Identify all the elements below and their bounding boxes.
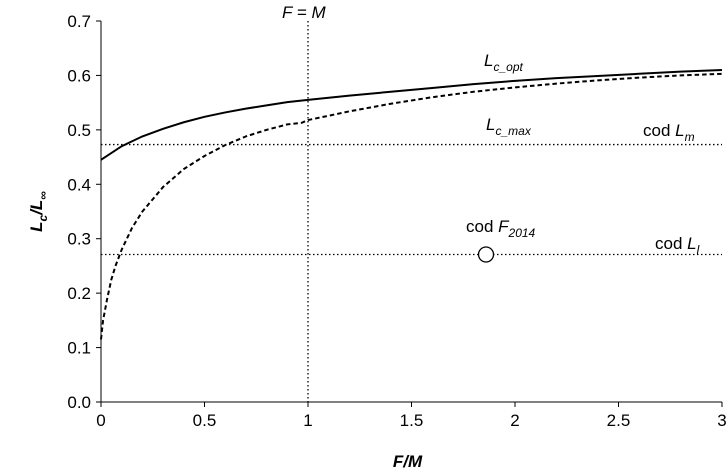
series-label-lc-max: Lc_max bbox=[486, 115, 532, 138]
y-tick-label: 0.7 bbox=[67, 12, 91, 31]
x-tick-label: 1.5 bbox=[400, 411, 424, 430]
x-tick-label: 2 bbox=[510, 411, 519, 430]
ref-label-f-equals-m: F = M bbox=[282, 3, 326, 22]
reference-lines bbox=[101, 21, 722, 402]
labels: Lc_opt Lc_max cod Lm cod Ll F = M cod F2014 bbox=[282, 3, 700, 257]
x-tick-label: 1 bbox=[303, 411, 312, 430]
x-tick-label: 0 bbox=[96, 411, 105, 430]
x-tick-label: 0.5 bbox=[193, 411, 217, 430]
series-line-c-max bbox=[100, 72, 723, 340]
series-line-c-opt bbox=[100, 68, 723, 161]
y-tick-label: 0.4 bbox=[67, 175, 91, 194]
ref-label-cod-lm: cod Lm bbox=[643, 121, 695, 144]
series-lines bbox=[100, 68, 723, 340]
y-axis-title: Lc/L∞ bbox=[27, 191, 50, 232]
x-tick-label: 2.5 bbox=[607, 411, 631, 430]
y-tick-label: 0.6 bbox=[67, 66, 91, 85]
x-tick-label: 3 bbox=[717, 411, 726, 430]
y-tick-label: 0.3 bbox=[67, 230, 91, 249]
y-tick-label: 0.1 bbox=[67, 339, 91, 358]
series-label-lc-opt: Lc_opt bbox=[484, 51, 523, 74]
y-tick-label: 0.5 bbox=[67, 121, 91, 140]
y-tick-label: 0.2 bbox=[67, 284, 91, 303]
axes: 0.0 0.1 0.2 0.3 0.4 0.5 0.6 0.7 0 0.5 1 1.5 2 2.5 3 F/M… bbox=[27, 12, 726, 471]
y-tick-label: 0.0 bbox=[67, 393, 91, 412]
x-axis-title: F/M bbox=[393, 452, 423, 471]
point-label-cod-f2014: cod F2014 bbox=[466, 217, 536, 240]
data-point-cod-f2014 bbox=[477, 246, 495, 263]
ref-label-cod-ll: cod Ll bbox=[655, 234, 700, 257]
points bbox=[477, 246, 495, 263]
